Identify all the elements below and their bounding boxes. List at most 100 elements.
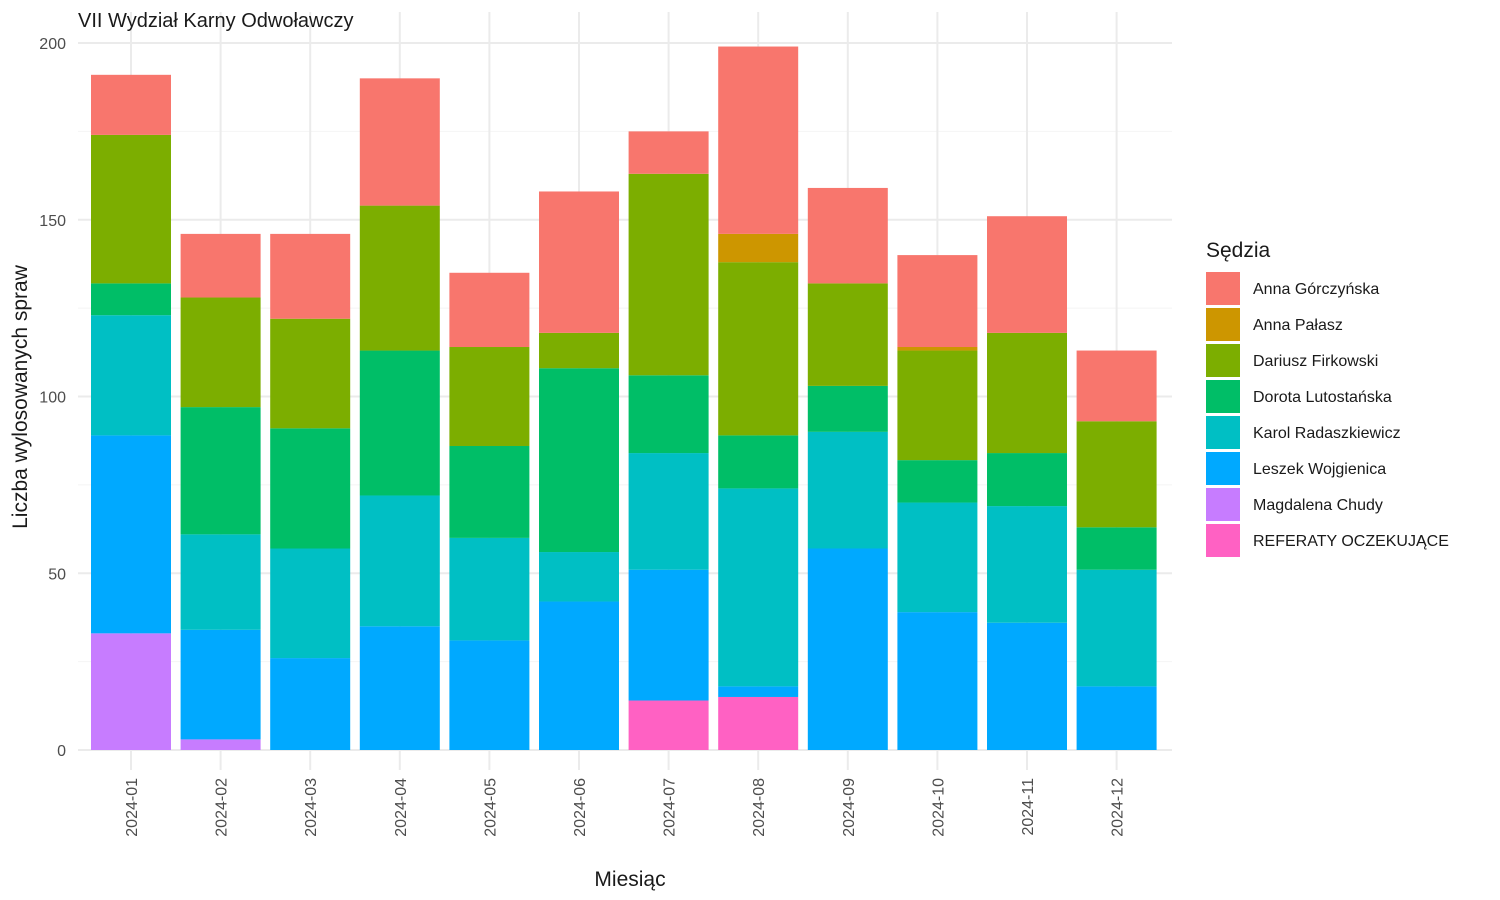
x-tick-label: 2024-01	[124, 778, 141, 837]
bar-segment	[180, 739, 261, 750]
y-axis-title: Liczba wylosowanych spraw	[9, 264, 32, 529]
bar-segment	[270, 233, 351, 319]
bar-segment	[807, 187, 888, 284]
legend-swatch	[1206, 524, 1240, 557]
bar-segment	[180, 534, 261, 630]
x-tick-label: 2024-09	[841, 778, 858, 837]
bar-segment	[718, 686, 799, 697]
legend-swatch	[1206, 344, 1240, 377]
bar-segment	[91, 435, 171, 634]
bar-segment	[718, 46, 799, 234]
bar-segment	[807, 283, 888, 386]
bar-segment	[91, 134, 171, 284]
y-tick-label: 0	[57, 743, 66, 760]
bar-segment	[1076, 686, 1157, 750]
bar-segment	[807, 548, 888, 750]
y-tick-label: 50	[48, 566, 66, 583]
bar-segment	[987, 453, 1067, 507]
bars	[91, 46, 1157, 750]
bar-segment	[359, 205, 440, 351]
bar-segment	[1076, 527, 1157, 570]
bar-segment	[897, 350, 978, 461]
x-axis-title: Miesiąc	[594, 868, 665, 891]
bar-segment	[1076, 421, 1157, 528]
legend-label: Karol Radaszkiewicz	[1253, 425, 1401, 442]
bar-segment	[359, 626, 440, 750]
bar-segment	[91, 633, 171, 750]
bar-segment	[91, 74, 171, 135]
bar-segment	[718, 696, 799, 750]
y-tick-label: 100	[39, 390, 66, 407]
x-tick-label: 2024-07	[662, 778, 679, 837]
x-tick-label: 2024-04	[393, 778, 410, 837]
bar-segment	[628, 375, 709, 454]
bar-segment	[180, 407, 261, 535]
bar-segment	[718, 435, 799, 489]
bar-segment	[718, 262, 799, 436]
bar-segment	[91, 283, 171, 316]
bar-segment	[180, 297, 261, 408]
legend-swatch	[1206, 272, 1240, 305]
legend-swatch	[1206, 488, 1240, 521]
x-tick-label: 2024-05	[482, 778, 499, 837]
bar-segment	[270, 658, 351, 750]
bar-segment	[987, 216, 1067, 333]
legend-swatch	[1206, 416, 1240, 449]
bar-segment	[449, 640, 530, 750]
legend-swatch	[1206, 452, 1240, 485]
bar-segment	[628, 569, 709, 701]
bar-segment	[718, 488, 799, 687]
bar-segment	[1076, 569, 1157, 687]
legend-label: Dariusz Firkowski	[1253, 353, 1378, 370]
legend-title: Sędzia	[1206, 239, 1271, 262]
bar-segment	[539, 368, 619, 553]
bar-segment	[987, 332, 1067, 454]
x-tick-label: 2024-11	[1020, 778, 1037, 836]
legend-swatch	[1206, 380, 1240, 413]
bar-segment	[628, 700, 709, 750]
bar-segment	[449, 445, 530, 538]
bar-segment	[897, 612, 978, 750]
bar-segment	[270, 428, 351, 549]
x-tick-label: 2024-06	[572, 778, 589, 837]
bar-segment	[897, 255, 978, 348]
legend-label: Anna Pałasz	[1253, 317, 1343, 334]
bar-segment	[897, 347, 978, 351]
bar-segment	[91, 315, 171, 436]
bar-segment	[539, 552, 619, 602]
x-axis-ticks: 2024-01 2024-02 2024-03 2024-04 2024-05 2024-…	[124, 778, 1127, 837]
bar-segment	[807, 431, 888, 549]
bar-segment	[1076, 350, 1157, 422]
x-tick-label: 2024-10	[930, 778, 947, 837]
bar-segment	[180, 629, 261, 740]
bar-segment	[449, 272, 530, 348]
legend: Sędzia Anna Górczyńska Anna Pałasz Dariusz…	[1206, 239, 1449, 557]
x-tick-label: 2024-08	[751, 778, 768, 837]
bar-segment	[539, 191, 619, 333]
bar-segment	[987, 506, 1067, 623]
y-tick-label: 150	[39, 213, 66, 230]
bar-segment	[359, 350, 440, 496]
bar-segment	[718, 233, 799, 263]
bar-segment	[807, 385, 888, 432]
bar-segment	[628, 453, 709, 570]
x-tick-label: 2024-02	[214, 778, 231, 837]
bar-segment	[359, 78, 440, 206]
bar-segment	[180, 233, 261, 298]
chart-title: VII Wydział Karny Odwoławczy	[78, 10, 353, 32]
bar-segment	[987, 622, 1067, 750]
legend-label: REFERATY OCZEKUJĄCE	[1253, 533, 1449, 550]
bar-segment	[449, 537, 530, 641]
bar-segment	[449, 347, 530, 446]
legend-label: Dorota Lutostańska	[1253, 389, 1392, 406]
legend-label: Magdalena Chudy	[1253, 497, 1383, 514]
bar-segment	[897, 502, 978, 613]
bar-segment	[359, 495, 440, 627]
bar-segment	[628, 131, 709, 174]
x-tick-label: 2024-03	[303, 778, 320, 837]
y-tick-label: 200	[39, 36, 66, 53]
legend-swatch	[1206, 308, 1240, 341]
bar-segment	[270, 318, 351, 429]
bar-segment	[539, 332, 619, 369]
